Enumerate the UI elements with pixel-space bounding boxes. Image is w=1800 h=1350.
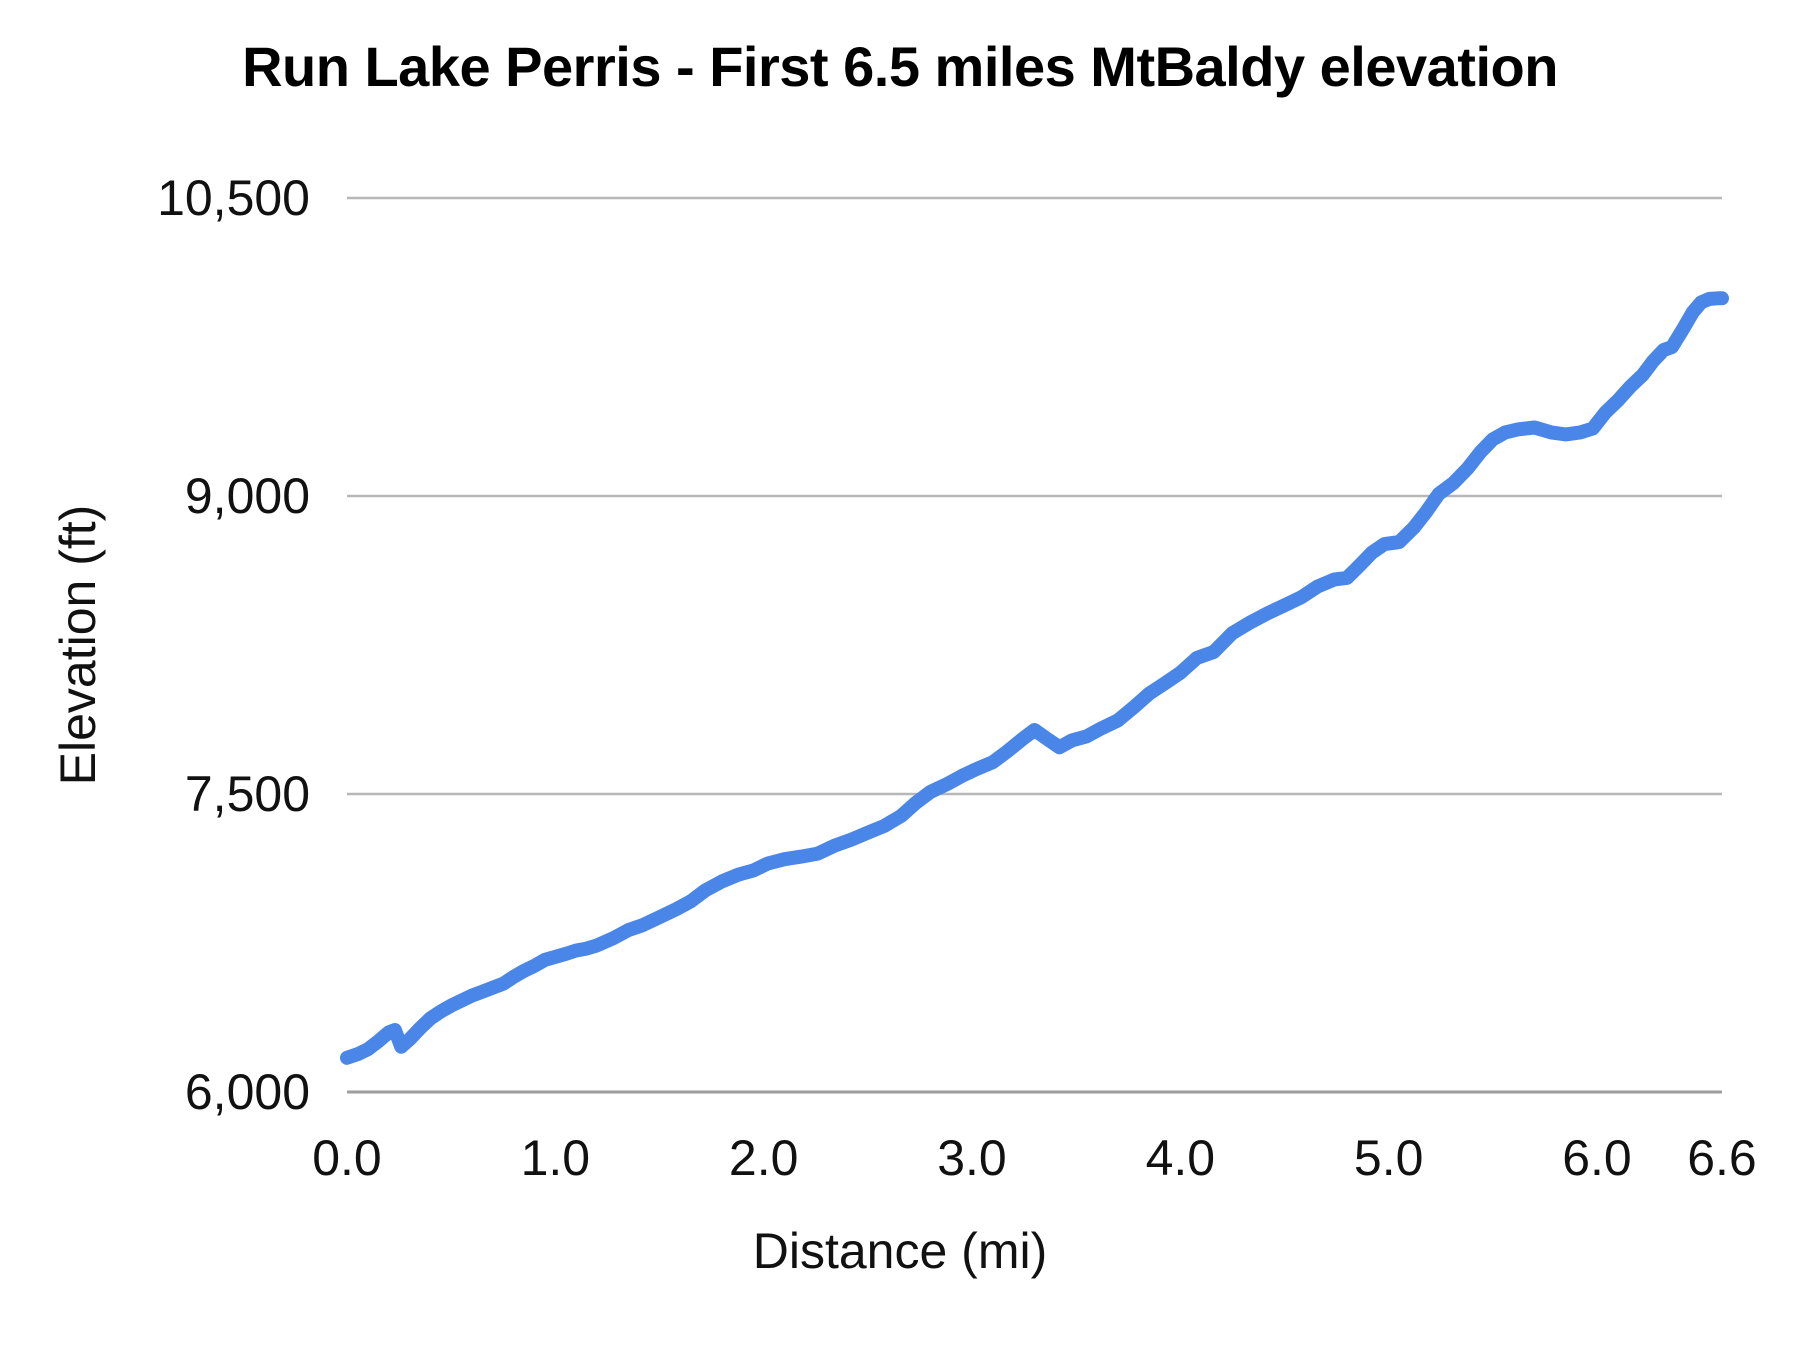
- x-tick-label: 6.0: [1562, 1130, 1632, 1186]
- y-tick-label: 6,000: [185, 1064, 310, 1120]
- x-tick-label: 0.0: [312, 1130, 382, 1186]
- y-tick-label: 10,500: [157, 170, 310, 226]
- x-axis-title: Distance (mi): [752, 1223, 1048, 1279]
- x-tick-label: 1.0: [521, 1130, 591, 1186]
- x-tick-label: 3.0: [937, 1130, 1007, 1186]
- x-tick-label: 4.0: [1146, 1130, 1216, 1186]
- chart-title: Run Lake Perris - First 6.5 miles MtBald…: [242, 35, 1558, 98]
- y-tick-label: 7,500: [185, 766, 310, 822]
- x-tick-label: 5.0: [1354, 1130, 1424, 1186]
- x-tick-label: 2.0: [729, 1130, 799, 1186]
- x-tick-label: 6.6: [1687, 1130, 1757, 1186]
- elevation-line: [340, 291, 1729, 1065]
- y-tick-label: 9,000: [185, 468, 310, 524]
